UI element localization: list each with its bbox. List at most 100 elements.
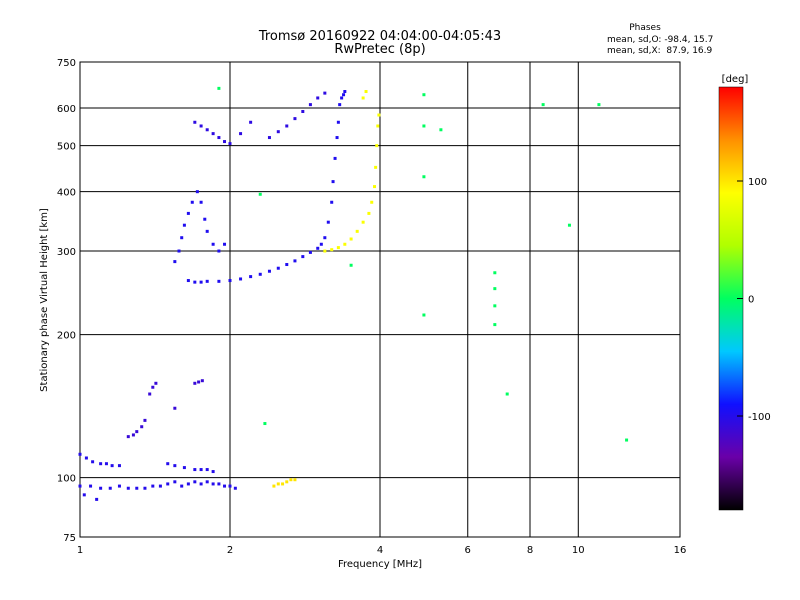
- data-point: [205, 128, 209, 132]
- data-point: [135, 430, 139, 434]
- stats-heading: Phases: [629, 23, 661, 33]
- plot-area: 1 2 4 6 8 10 16 75 100 200 300 400 500 600 750: [57, 58, 686, 556]
- x-axis-ticks: 1 2 4 6 8 10 16: [77, 545, 687, 556]
- data-point: [199, 124, 203, 128]
- data-point: [364, 90, 368, 94]
- data-point: [126, 435, 130, 439]
- data-point: [355, 229, 359, 233]
- data-point: [173, 260, 177, 264]
- data-point: [374, 165, 378, 169]
- data-point: [203, 217, 207, 221]
- data-point: [375, 144, 379, 148]
- data-point: [361, 96, 365, 100]
- data-point: [140, 425, 144, 429]
- data-point: [182, 466, 186, 470]
- data-point: [267, 136, 271, 140]
- data-point: [110, 464, 114, 468]
- data-point: [217, 249, 221, 253]
- data-point: [281, 482, 285, 486]
- data-point: [422, 93, 426, 97]
- data-point: [331, 180, 335, 184]
- data-point: [349, 237, 353, 241]
- data-point: [186, 279, 190, 283]
- data-point: [173, 480, 177, 484]
- data-point: [193, 480, 197, 484]
- data-point: [439, 128, 443, 132]
- stats-line-o: mean, sd,O: -98.4, 15.7: [607, 35, 713, 45]
- data-point: [316, 96, 320, 100]
- data-point: [272, 484, 276, 488]
- data-point: [493, 287, 497, 291]
- data-point: [541, 103, 545, 107]
- data-point: [223, 140, 227, 144]
- data-point: [228, 484, 232, 488]
- data-point: [186, 211, 190, 215]
- colorbar-tick-label: 0: [748, 295, 754, 306]
- data-point: [166, 482, 170, 486]
- x-tick-label: 2: [227, 545, 233, 556]
- data-point: [200, 379, 204, 383]
- y-axis-label: Stationary phase Virtual Height [km]: [39, 208, 50, 392]
- data-point: [135, 486, 139, 490]
- data-point: [597, 103, 601, 107]
- data-point: [99, 462, 103, 466]
- data-point: [193, 381, 197, 385]
- y-tick-label: 500: [57, 142, 76, 153]
- data-point: [91, 460, 95, 464]
- data-point: [199, 200, 203, 204]
- data-point: [333, 156, 337, 160]
- data-point: [104, 462, 108, 466]
- colorbar-ticks: -100 0 100: [737, 177, 771, 423]
- x-tick-label: 4: [377, 545, 383, 556]
- colorbar: [deg] -100 0 100: [718, 74, 771, 511]
- data-point: [330, 248, 334, 252]
- data-point: [78, 484, 82, 488]
- data-point: [182, 223, 186, 227]
- data-point: [99, 486, 103, 490]
- chart-subtitle: RwPretec (8p): [334, 42, 425, 57]
- data-point: [308, 103, 312, 107]
- data-point: [186, 482, 190, 486]
- data-point: [148, 392, 152, 396]
- chart-title: Tromsø 20160922 04:04:00-04:05:43: [258, 29, 501, 44]
- data-point: [205, 468, 209, 472]
- x-tick-label: 16: [674, 545, 687, 556]
- data-point: [84, 456, 88, 460]
- data-point: [233, 486, 237, 490]
- data-point: [301, 255, 305, 259]
- data-point: [289, 478, 293, 482]
- stats-line-x: mean, sd,X: 87.9, 16.9: [607, 46, 713, 56]
- data-point: [205, 279, 209, 283]
- data-point: [143, 418, 147, 422]
- data-point: [377, 113, 381, 117]
- data-point: [223, 484, 227, 488]
- data-point: [376, 124, 380, 128]
- data-point: [370, 200, 374, 204]
- data-point: [293, 259, 297, 263]
- data-point: [239, 277, 243, 281]
- data-point: [343, 242, 347, 246]
- data-point: [143, 486, 147, 490]
- data-point: [330, 200, 334, 204]
- data-point: [199, 280, 203, 284]
- data-point: [336, 120, 340, 124]
- data-point: [338, 103, 342, 107]
- data-point: [249, 120, 253, 124]
- data-point: [193, 280, 197, 284]
- data-point: [293, 478, 297, 482]
- y-tick-label: 300: [57, 247, 76, 258]
- data-point: [217, 86, 221, 90]
- data-point: [293, 117, 297, 121]
- data-point: [625, 438, 629, 442]
- data-point: [263, 422, 267, 426]
- data-point: [197, 380, 201, 384]
- data-point: [340, 96, 344, 100]
- data-point: [177, 249, 181, 253]
- data-point: [199, 482, 203, 486]
- data-point: [505, 392, 509, 396]
- data-point: [308, 250, 312, 254]
- x-axis-label: Frequency [MHz]: [338, 559, 422, 570]
- data-point: [223, 242, 227, 246]
- data-point: [95, 497, 99, 501]
